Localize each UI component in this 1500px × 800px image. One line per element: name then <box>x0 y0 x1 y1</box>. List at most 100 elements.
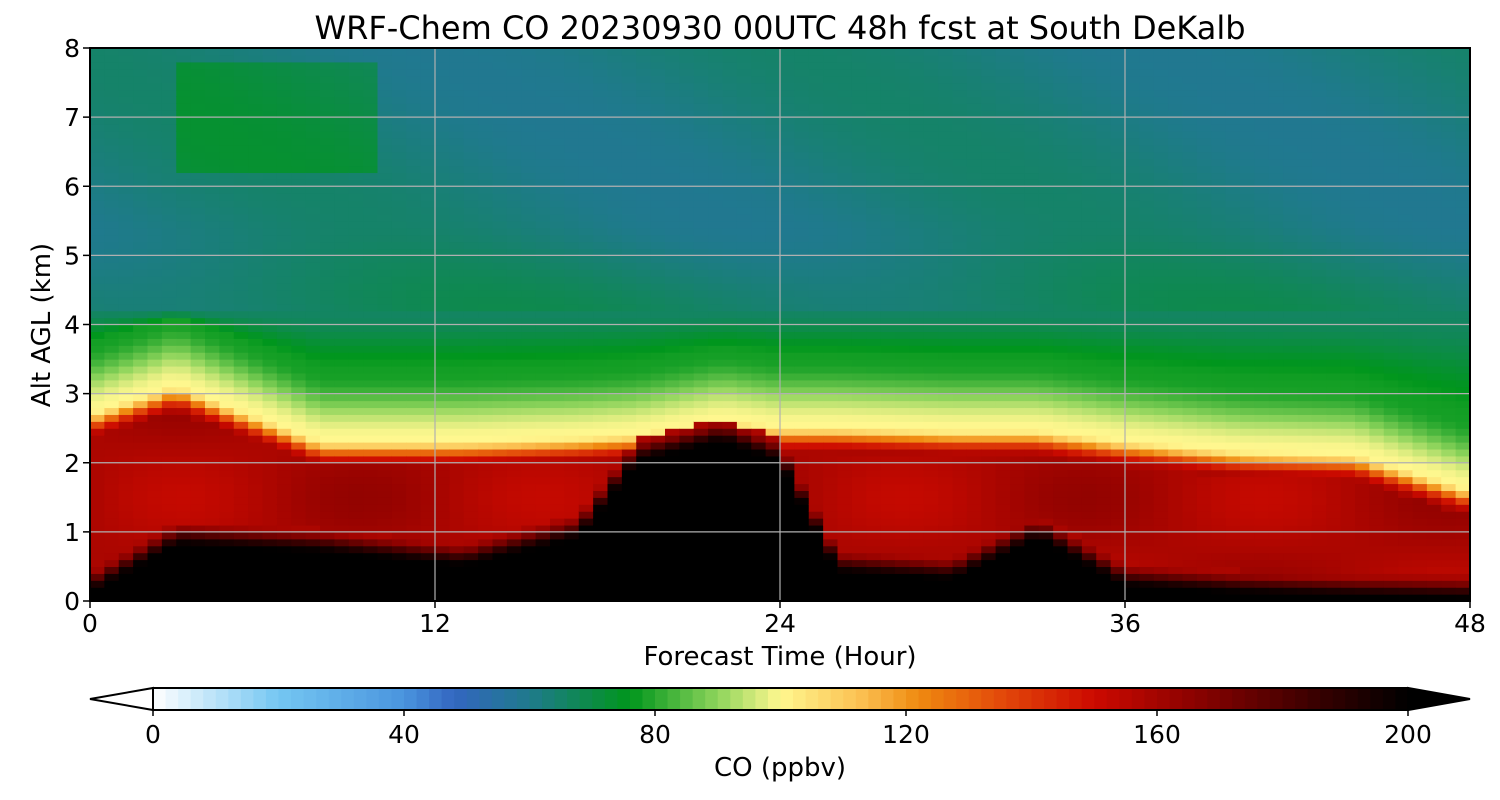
heatmap-cell <box>693 96 709 104</box>
heatmap-cell <box>564 372 580 381</box>
heatmap-cell <box>535 200 551 208</box>
heatmap-cell <box>794 435 810 443</box>
heatmap-cell <box>665 435 680 443</box>
heatmap-cell <box>966 400 982 409</box>
heatmap-cell <box>981 455 997 464</box>
heatmap-cell <box>348 545 364 554</box>
heatmap-cell <box>478 331 494 339</box>
heatmap-cell <box>463 262 479 270</box>
heatmap-cell <box>478 151 494 160</box>
heatmap-cell <box>190 206 206 215</box>
heatmap-cell <box>233 96 249 104</box>
heatmap-cell <box>276 372 292 381</box>
heatmap-cell <box>521 352 537 360</box>
heatmap-cell <box>406 379 422 388</box>
heatmap-cell <box>420 158 436 167</box>
heatmap-cell <box>765 573 781 581</box>
heatmap-cell <box>205 365 220 374</box>
heatmap-cell <box>90 345 105 353</box>
heatmap-cell <box>895 524 910 533</box>
heatmap-cell <box>722 220 738 229</box>
heatmap-cell <box>219 490 235 498</box>
heatmap-cell <box>708 227 724 236</box>
heatmap-cell <box>478 345 494 353</box>
heatmap-cell <box>851 48 867 56</box>
heatmap-cell <box>794 442 810 450</box>
heatmap-cell <box>262 435 278 443</box>
heatmap-cell <box>981 345 997 353</box>
heatmap-cell <box>305 428 321 436</box>
heatmap-cell <box>291 559 307 568</box>
heatmap-cell <box>621 158 637 167</box>
heatmap-cell <box>794 220 810 229</box>
heatmap-cell <box>966 483 982 491</box>
heatmap-cell <box>463 310 479 319</box>
heatmap-cell <box>161 345 177 353</box>
heatmap-cell <box>823 490 839 498</box>
heatmap-cell <box>765 144 781 153</box>
heatmap-cell <box>147 400 163 409</box>
heatmap-cell <box>506 117 522 125</box>
heatmap-cell <box>219 587 235 595</box>
heatmap-cell <box>161 213 177 222</box>
heatmap-cell <box>478 241 494 250</box>
heatmap-cell <box>118 186 134 194</box>
heatmap-cell <box>607 68 623 77</box>
heatmap-cell <box>276 386 292 395</box>
heatmap-cell <box>765 165 781 174</box>
heatmap-cell <box>851 538 867 547</box>
heatmap-cell <box>233 365 249 374</box>
heatmap-cell <box>708 386 724 395</box>
heatmap-cell <box>291 220 307 229</box>
heatmap-cell <box>248 421 264 429</box>
heatmap-cell <box>176 531 192 540</box>
heatmap-cell <box>420 324 436 333</box>
heatmap-cell <box>176 345 192 353</box>
heatmap-cell <box>621 48 637 56</box>
heatmap-cell <box>435 172 450 180</box>
heatmap-cell <box>607 455 623 464</box>
heatmap-cell <box>435 54 450 63</box>
heatmap-cell <box>492 200 508 208</box>
heatmap-cell <box>736 227 752 236</box>
heatmap-cell <box>837 476 853 485</box>
heatmap-cell <box>435 442 450 450</box>
heatmap-cell <box>866 179 882 187</box>
heatmap-cell <box>363 234 379 243</box>
heatmap-cell <box>909 124 925 132</box>
heatmap-cell <box>564 68 580 77</box>
heatmap-cell <box>909 504 925 512</box>
heatmap-cell <box>550 545 565 554</box>
heatmap-cell <box>952 241 968 250</box>
heatmap-cell <box>693 580 709 588</box>
heatmap-cell <box>650 352 666 360</box>
heatmap-cell <box>161 455 177 464</box>
heatmap-cell <box>866 580 882 588</box>
heatmap-cell <box>564 144 580 153</box>
heatmap-cell <box>291 200 307 208</box>
heatmap-cell <box>780 172 795 180</box>
heatmap-cell <box>435 213 450 222</box>
heatmap-cell <box>693 103 709 111</box>
heatmap-cell <box>550 213 565 222</box>
heatmap-cell <box>593 241 609 250</box>
heatmap-cell <box>621 442 637 450</box>
heatmap-cell <box>823 421 839 429</box>
heatmap-cell <box>377 414 393 422</box>
heatmap-cell <box>708 407 724 415</box>
heatmap-cell <box>607 573 623 581</box>
heatmap-cell <box>147 213 163 222</box>
heatmap-cell <box>636 448 652 457</box>
heatmap-cell <box>650 400 666 409</box>
heatmap-cell <box>161 234 177 243</box>
heatmap-cell <box>248 144 264 153</box>
heatmap-cell <box>334 566 350 574</box>
heatmap-cell <box>219 262 235 270</box>
heatmap-cell <box>334 407 350 415</box>
heatmap-cell <box>363 580 379 588</box>
heatmap-cell <box>751 386 767 395</box>
heatmap-cell <box>981 524 997 533</box>
heatmap-cell <box>521 524 537 533</box>
heatmap-cell <box>607 186 623 194</box>
heatmap-cell <box>248 386 264 395</box>
